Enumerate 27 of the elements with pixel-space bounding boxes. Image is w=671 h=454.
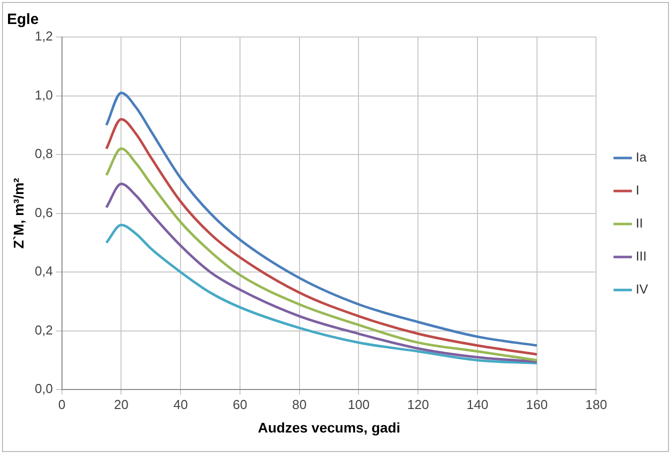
legend-label: Ia xyxy=(636,150,648,165)
x-tick-label: 0 xyxy=(58,396,66,412)
legend-label: II xyxy=(636,216,643,231)
y-tick-label: 0,2 xyxy=(34,322,53,338)
x-axis-title: Audzes vecums, gadi xyxy=(258,419,400,436)
y-tick-label: 0,0 xyxy=(34,381,53,396)
y-tick-label: 1,0 xyxy=(34,87,53,102)
x-tick-label: 140 xyxy=(466,396,488,412)
chart-title: Egle xyxy=(7,11,39,28)
x-tick-label: 20 xyxy=(114,396,128,412)
x-tick-label: 40 xyxy=(173,396,188,412)
x-tick-label: 180 xyxy=(585,396,608,412)
y-tick-label: 0,8 xyxy=(34,146,53,162)
x-tick-label: 60 xyxy=(232,396,248,412)
y-tick-label: 0,6 xyxy=(34,204,53,220)
x-tick-label: 80 xyxy=(292,396,307,412)
legend-label: IV xyxy=(636,282,648,297)
y-tick-label: 0,4 xyxy=(34,264,53,279)
line-series xyxy=(105,224,538,364)
y-axis-title: Z`M, m³/m² xyxy=(10,178,26,249)
legend-label: I xyxy=(636,182,640,198)
x-tick-label: 100 xyxy=(348,396,370,412)
line-series xyxy=(105,182,538,363)
x-tick-label: 120 xyxy=(407,396,429,412)
legend-label: III xyxy=(636,248,647,264)
y-tick-label: 1,2 xyxy=(34,28,53,44)
x-tick-label: 160 xyxy=(526,396,548,412)
